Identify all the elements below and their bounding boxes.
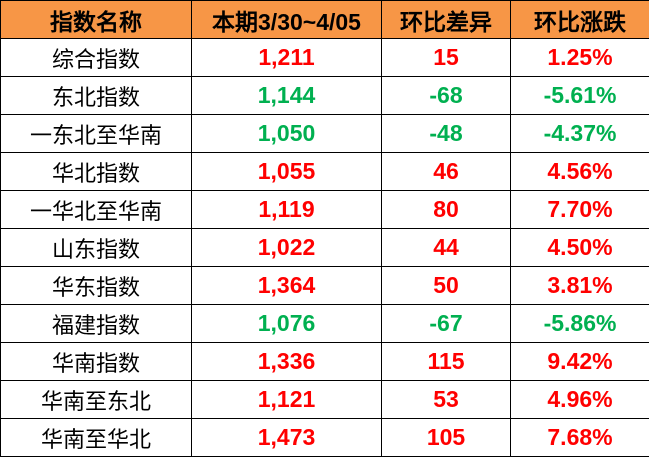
index-diff: -48: [381, 114, 511, 153]
table-row: 华北指数 1,055 46 4.56%: [0, 152, 649, 191]
index-pct: -4.37%: [510, 114, 649, 153]
index-diff: 105: [381, 418, 511, 457]
index-pct: 7.70%: [510, 190, 649, 229]
header-diff: 环比差异: [381, 0, 511, 39]
index-value: 1,119: [191, 190, 382, 229]
index-name: 综合指数: [0, 38, 192, 77]
header-row: 指数名称 本期3/30~4/05 环比差异 环比涨跌: [0, 0, 649, 39]
index-diff: 80: [381, 190, 511, 229]
index-diff: 50: [381, 266, 511, 305]
index-diff: 46: [381, 152, 511, 191]
table-row: 华南指数 1,336 115 9.42%: [0, 342, 649, 381]
index-value: 1,055: [191, 152, 382, 191]
index-name: 华南至华北: [0, 418, 192, 457]
index-pct: 4.56%: [510, 152, 649, 191]
table-row: 福建指数 1,076 -67 -5.86%: [0, 304, 649, 343]
index-diff: 44: [381, 228, 511, 267]
index-value: 1,336: [191, 342, 382, 381]
index-name: 山东指数: [0, 228, 192, 267]
header-value: 本期3/30~4/05: [191, 0, 382, 39]
table-row: 华东指数 1,364 50 3.81%: [0, 266, 649, 305]
index-name: 一东北至华南: [0, 114, 192, 153]
header-name: 指数名称: [0, 0, 192, 39]
index-value: 1,121: [191, 380, 382, 419]
index-value: 1,076: [191, 304, 382, 343]
index-name: 华南指数: [0, 342, 192, 381]
index-value: 1,144: [191, 76, 382, 115]
table-row: 综合指数 1,211 15 1.25%: [0, 38, 649, 77]
table-row: 华南至华北 1,473 105 7.68%: [0, 418, 649, 457]
index-value: 1,022: [191, 228, 382, 267]
index-diff: 115: [381, 342, 511, 381]
index-diff: -68: [381, 76, 511, 115]
index-pct: 4.96%: [510, 380, 649, 419]
index-value: 1,050: [191, 114, 382, 153]
index-pct: 7.68%: [510, 418, 649, 457]
table-row: 华南至东北 1,121 53 4.96%: [0, 380, 649, 419]
index-pct: -5.86%: [510, 304, 649, 343]
table-row: 东北指数 1,144 -68 -5.61%: [0, 76, 649, 115]
index-name: 东北指数: [0, 76, 192, 115]
index-pct: 9.42%: [510, 342, 649, 381]
index-pct: 4.50%: [510, 228, 649, 267]
index-pct: 1.25%: [510, 38, 649, 77]
table-row: 一东北至华南 1,050 -48 -4.37%: [0, 114, 649, 153]
index-diff: 15: [381, 38, 511, 77]
index-pct: 3.81%: [510, 266, 649, 305]
index-name: 华东指数: [0, 266, 192, 305]
table-row: 一华北至华南 1,119 80 7.70%: [0, 190, 649, 229]
index-name: 华北指数: [0, 152, 192, 191]
index-value: 1,473: [191, 418, 382, 457]
index-name: 一华北至华南: [0, 190, 192, 229]
index-value: 1,211: [191, 38, 382, 77]
header-pct: 环比涨跌: [510, 0, 649, 39]
table-row: 山东指数 1,022 44 4.50%: [0, 228, 649, 267]
index-name: 华南至东北: [0, 380, 192, 419]
index-diff: -67: [381, 304, 511, 343]
index-diff: 53: [381, 380, 511, 419]
index-pct: -5.61%: [510, 76, 649, 115]
index-value: 1,364: [191, 266, 382, 305]
index-name: 福建指数: [0, 304, 192, 343]
